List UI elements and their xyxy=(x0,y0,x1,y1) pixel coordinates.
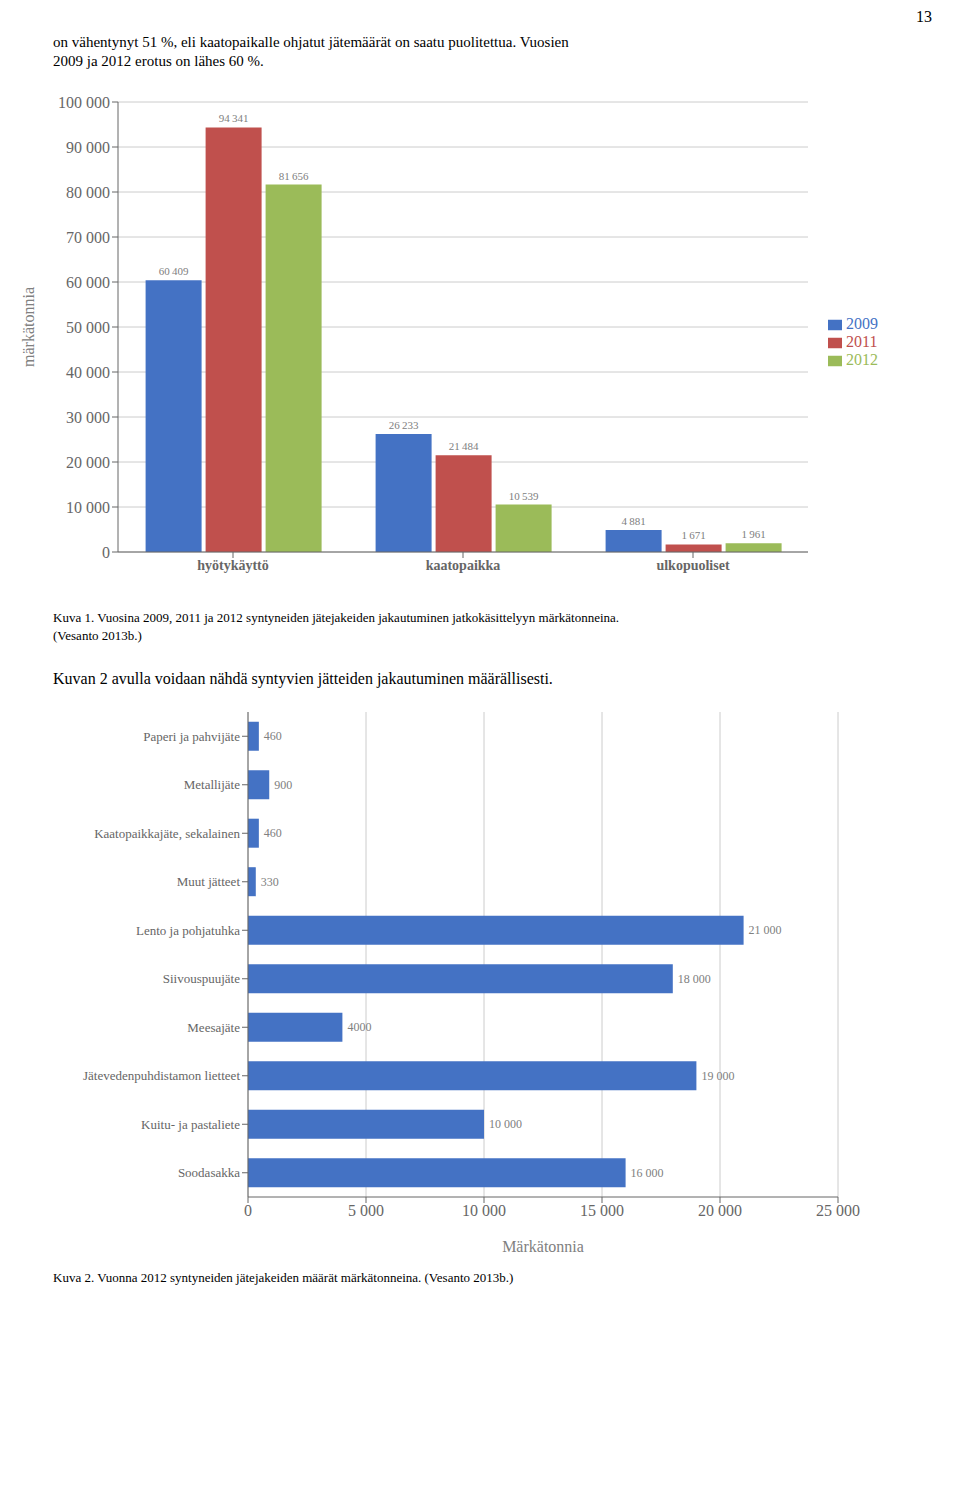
svg-text:Kuitu- ja pastaliete: Kuitu- ja pastaliete xyxy=(141,1117,240,1132)
svg-text:40 000: 40 000 xyxy=(66,364,110,381)
svg-text:1 671: 1 671 xyxy=(681,529,705,541)
svg-text:60 000: 60 000 xyxy=(66,274,110,291)
html-text:2012: 2012 xyxy=(846,351,878,368)
svg-text:81 656: 81 656 xyxy=(279,170,309,182)
svg-text:460: 460 xyxy=(264,826,282,840)
svg-text:Lento ja pohjatuhka: Lento ja pohjatuhka xyxy=(136,923,240,938)
svg-text:Soodasakka: Soodasakka xyxy=(178,1165,240,1180)
html-text:on vähentynyt 51 %, eli kaatop: on vähentynyt 51 %, eli kaatopaikalle oh… xyxy=(53,34,569,50)
svg-text:80 000: 80 000 xyxy=(66,184,110,201)
svg-text:26 233: 26 233 xyxy=(389,419,419,431)
html-text:Kuvan 2 avulla voidaan nähdä s: Kuvan 2 avulla voidaan nähdä syntyvien j… xyxy=(53,670,553,687)
svg-text:30 000: 30 000 xyxy=(66,409,110,426)
svg-text:20 000: 20 000 xyxy=(698,1202,742,1219)
svg-text:900: 900 xyxy=(274,778,292,792)
svg-text:70 000: 70 000 xyxy=(66,229,110,246)
html-text:Kuva 1. Vuosina 2009, 2011 ja: Kuva 1. Vuosina 2009, 2011 ja 2012 synty… xyxy=(53,610,619,625)
svg-text:60 409: 60 409 xyxy=(159,265,189,277)
html-text:Kuva 2. Vuonna 2012 syntyneide: Kuva 2. Vuonna 2012 syntyneiden jätejake… xyxy=(53,1270,514,1285)
svg-text:ulkopuoliset: ulkopuoliset xyxy=(656,558,729,573)
svg-text:Kaatopaikkajäte, sekalainen: Kaatopaikkajäte, sekalainen xyxy=(94,826,240,841)
svg-text:15 000: 15 000 xyxy=(580,1202,624,1219)
svg-text:21 484: 21 484 xyxy=(449,440,479,452)
svg-text:Märkätonnia: Märkätonnia xyxy=(502,1238,584,1255)
svg-text:4000: 4000 xyxy=(347,1020,371,1034)
svg-text:100 000: 100 000 xyxy=(58,94,110,111)
svg-text:Muut jätteet: Muut jätteet xyxy=(177,874,241,889)
svg-text:0: 0 xyxy=(102,544,110,561)
svg-text:Jätevedenpuhdistamon lietteet: Jätevedenpuhdistamon lietteet xyxy=(83,1068,240,1083)
svg-text:10 000: 10 000 xyxy=(66,499,110,516)
svg-text:90 000: 90 000 xyxy=(66,139,110,156)
svg-text:50 000: 50 000 xyxy=(66,319,110,336)
svg-text:10 000: 10 000 xyxy=(462,1202,506,1219)
svg-text:25 000: 25 000 xyxy=(816,1202,860,1219)
svg-text:Siivouspuujäte: Siivouspuujäte xyxy=(163,971,241,986)
svg-text:0: 0 xyxy=(244,1202,252,1219)
svg-text:10 000: 10 000 xyxy=(489,1117,522,1131)
svg-text:5 000: 5 000 xyxy=(348,1202,384,1219)
svg-text:16 000: 16 000 xyxy=(631,1166,664,1180)
svg-text:460: 460 xyxy=(264,729,282,743)
svg-text:kaatopaikka: kaatopaikka xyxy=(426,558,501,573)
svg-text:21 000: 21 000 xyxy=(749,923,782,937)
svg-text:330: 330 xyxy=(261,875,279,889)
svg-text:märkätonnia: märkätonnia xyxy=(20,287,37,367)
svg-text:20 000: 20 000 xyxy=(66,454,110,471)
html-text:(Vesanto 2013b.): (Vesanto 2013b.) xyxy=(53,628,142,643)
svg-text:Metallijäte: Metallijäte xyxy=(184,777,241,792)
svg-text:18 000: 18 000 xyxy=(678,972,711,986)
html-text:2009: 2009 xyxy=(846,315,878,332)
svg-text:94 341: 94 341 xyxy=(219,112,249,124)
html-text:2009 ja 2012 erotus on lähes 6: 2009 ja 2012 erotus on lähes 60 %. xyxy=(53,53,264,69)
svg-text:4 881: 4 881 xyxy=(621,515,645,527)
svg-text:19 000: 19 000 xyxy=(701,1069,734,1083)
svg-text:Meesajäte: Meesajäte xyxy=(187,1020,240,1035)
html-text:2011: 2011 xyxy=(846,333,878,350)
svg-text:1 961: 1 961 xyxy=(741,528,765,540)
svg-text:Paperi ja pahvijäte: Paperi ja pahvijäte xyxy=(143,729,240,744)
svg-text:hyötykäyttö: hyötykäyttö xyxy=(197,558,269,573)
svg-text:10 539: 10 539 xyxy=(509,490,539,502)
html-text:13: 13 xyxy=(916,8,932,25)
